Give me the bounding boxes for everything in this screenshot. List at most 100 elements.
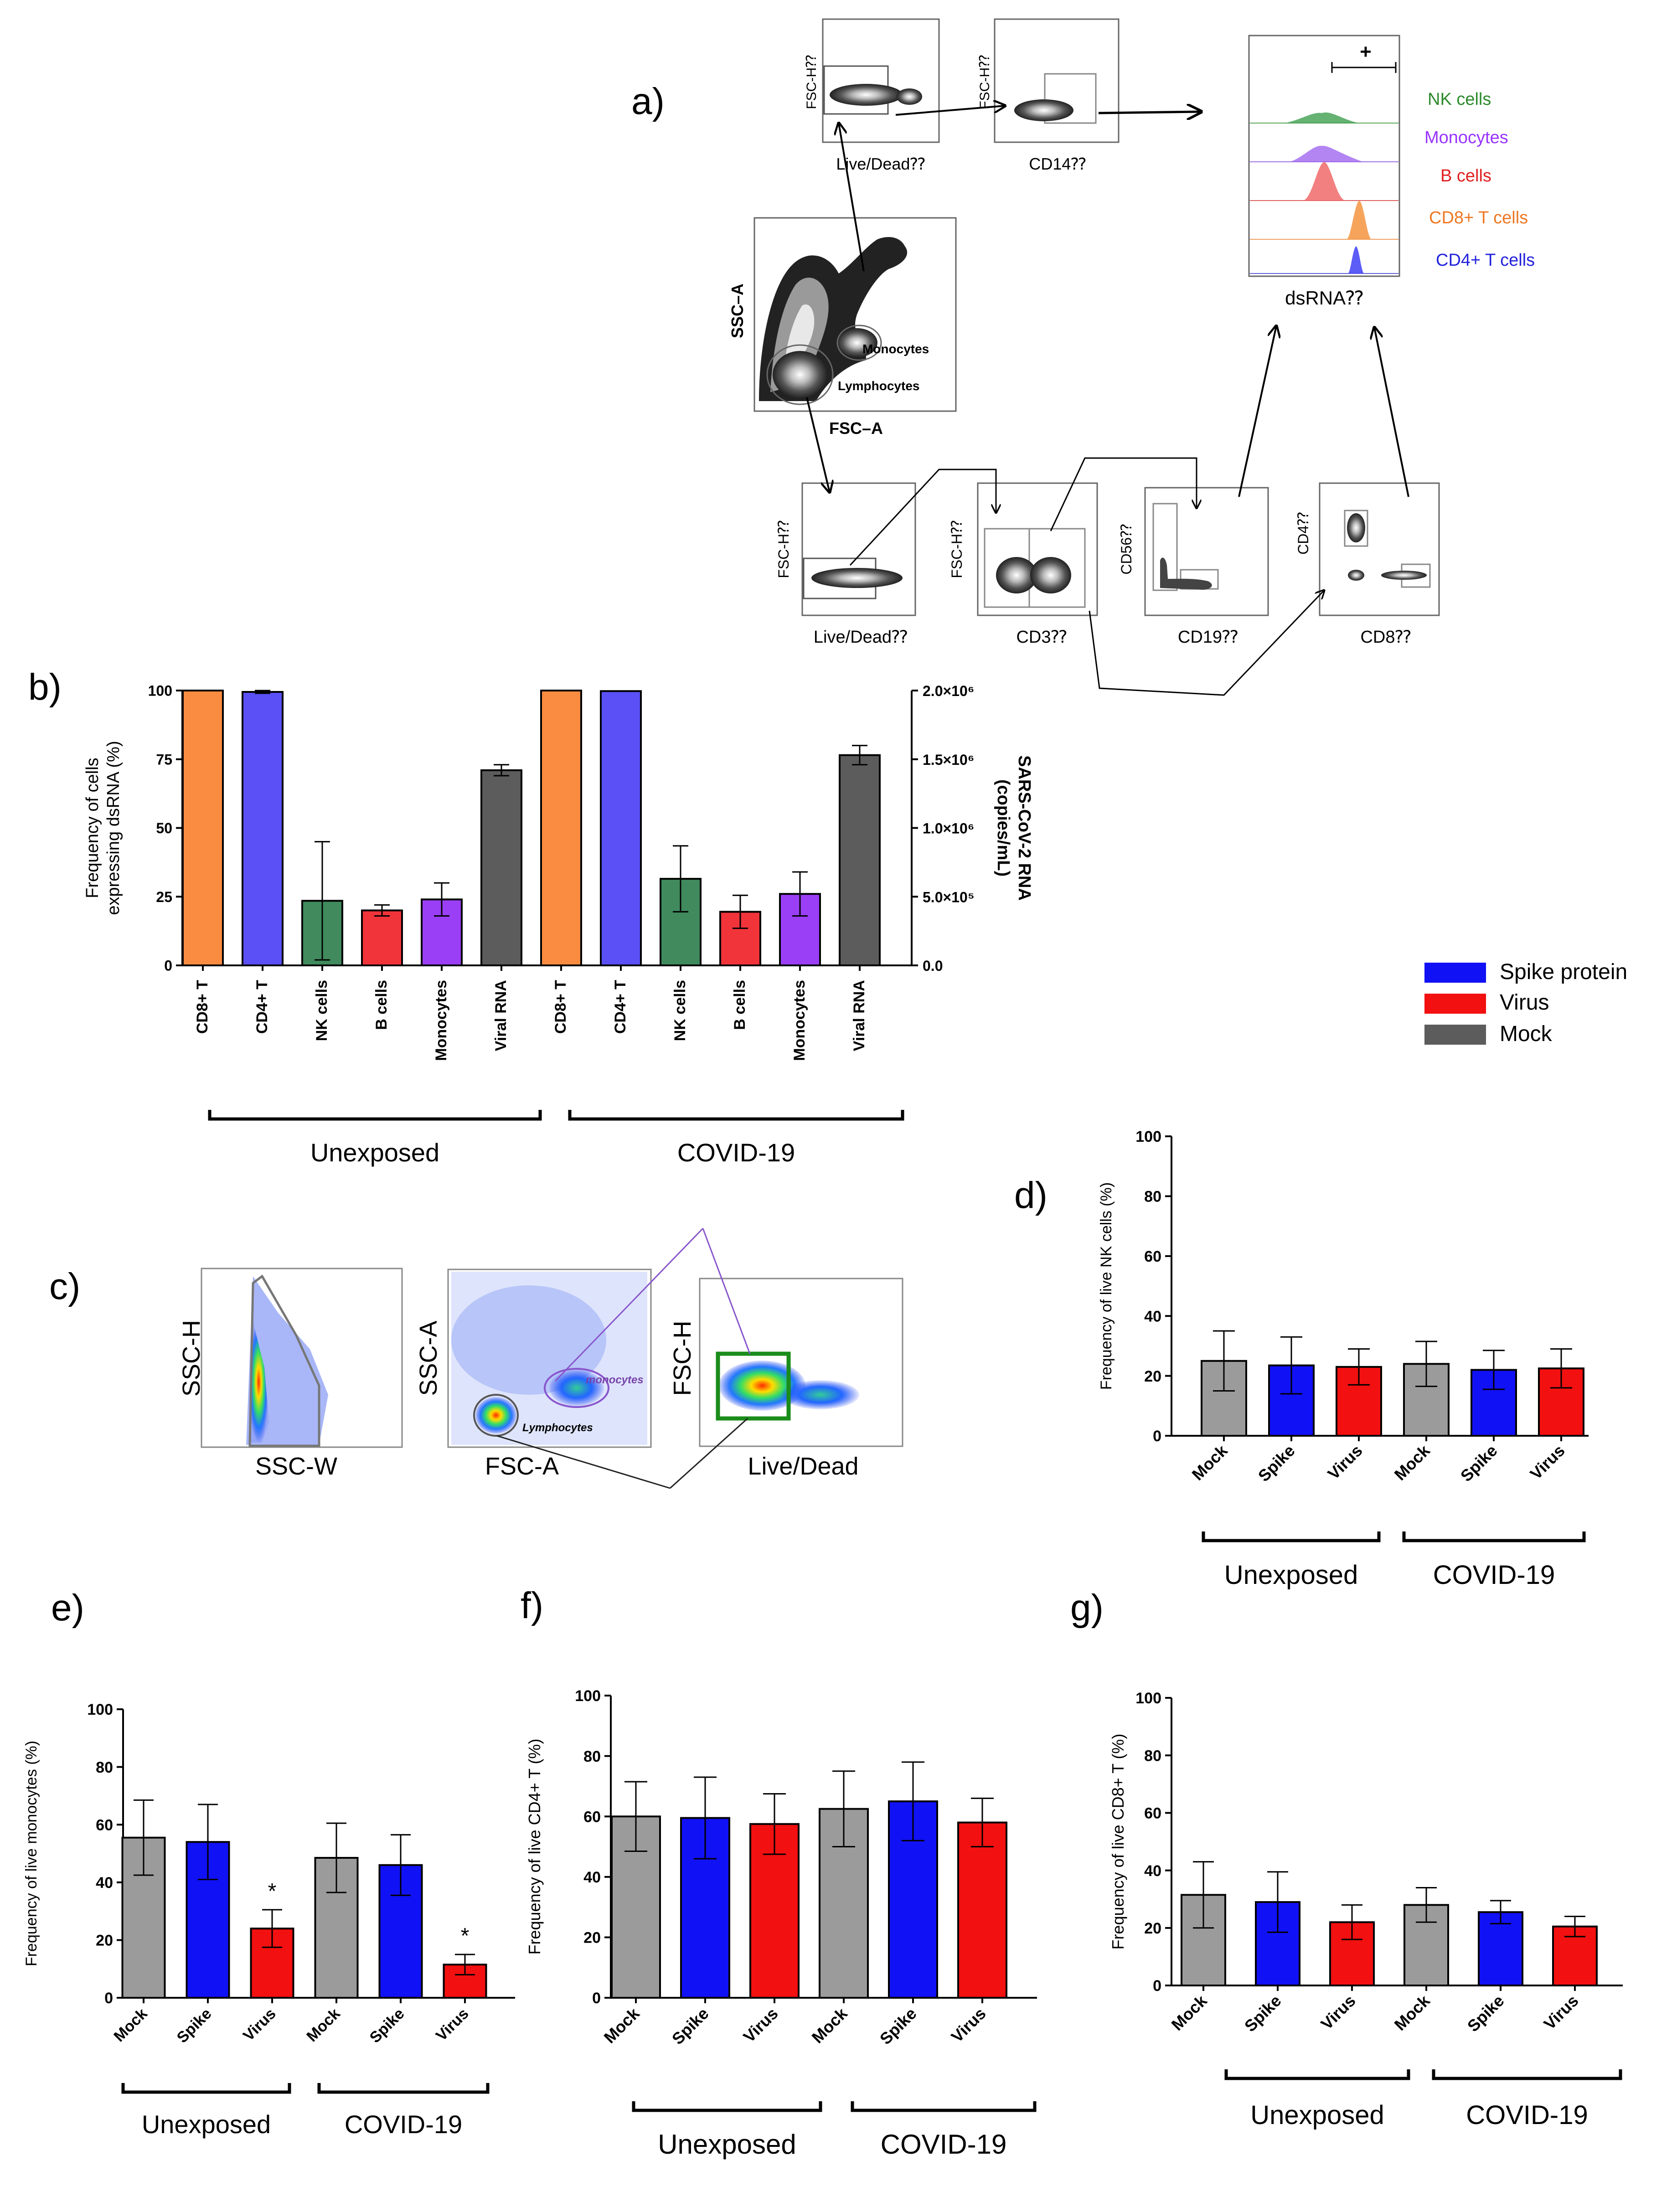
- plot-xlabel: FSC-A: [485, 1453, 559, 1480]
- legend-swatch-mock: [1424, 1025, 1486, 1045]
- lane-nk-peak: [1285, 112, 1358, 123]
- gate-lymphocytes: [473, 1394, 519, 1437]
- plot-ylabel: FSC-H⁇: [804, 55, 819, 109]
- x-tick-label: Spike: [668, 2004, 712, 2048]
- x-tick-label: NK cells: [671, 980, 689, 1041]
- y-tick-label: 80: [96, 1759, 113, 1776]
- histogram-frame: [1248, 35, 1400, 277]
- x-tick-label: Spike: [1457, 1441, 1501, 1485]
- group-bracket: [1224, 2069, 1410, 2080]
- plot-top-livedead: FSC-H⁇ Live/Dead⁇: [804, 18, 940, 173]
- arrow-to-top-mid: [895, 106, 1005, 116]
- plot-frame: [1144, 487, 1269, 616]
- x-tick-label: Spike: [1241, 1991, 1285, 2036]
- x-tick-label: B cells: [373, 980, 390, 1030]
- y-tick-label: 75: [156, 751, 172, 768]
- plot-ylabel: SSC-H: [178, 1320, 205, 1397]
- legend: Spike protein Virus Mock: [1424, 960, 1627, 1046]
- bar-b-cells: [361, 909, 403, 967]
- x-tick-label: Viral RNA: [492, 980, 510, 1051]
- group-bracket: [1202, 1531, 1381, 1542]
- legend-cd8: CD8+ T cells: [1429, 208, 1528, 227]
- lane-b-peak: [1304, 162, 1345, 201]
- legend-cd4: CD4+ T cells: [1436, 251, 1535, 270]
- arrow-to-bottom4: [1089, 590, 1324, 696]
- bar-cd8-t: [540, 690, 582, 966]
- positive-gate-label: +: [1360, 41, 1372, 63]
- legend-b: B cells: [1440, 166, 1491, 186]
- panel-letter: d): [1014, 1175, 1047, 1216]
- group-bracket: [121, 2083, 291, 2094]
- bar-cd4-t: [242, 691, 284, 966]
- group-label: COVID-19: [1466, 2100, 1588, 2130]
- plot-bottom-cd8: CD4⁇ CD8⁇: [1295, 482, 1440, 647]
- y-tick-label: 0: [104, 1990, 113, 2007]
- y-tick-label: 0: [592, 1990, 601, 2007]
- x-tick-label: Mock: [1391, 1991, 1434, 2034]
- scatter-fsc-ssc: Monocytes Lymphocytes SSC–A FSC–A: [728, 217, 957, 438]
- y-tick-label: 0: [1153, 1428, 1161, 1445]
- x-tick-label: CD4+ T: [253, 980, 271, 1034]
- y2-axis-label: SARS-CoV-2 RNA(copies/mL): [994, 755, 1034, 901]
- panel-c: c) SSC-H SSC-W monocytes Lymphocytes SSC…: [49, 1227, 903, 1489]
- chart-b: b) 0 25 50 75 100 Frequency of cells expressing…: [28, 666, 1034, 1167]
- y2-tick-label: 5.0×10⁵: [923, 889, 975, 905]
- y-tick-label: 100: [87, 1701, 113, 1718]
- bar-viral-rna: [480, 769, 522, 966]
- y-tick-label: 20: [583, 1929, 601, 1947]
- y-tick-label: 50: [156, 820, 172, 836]
- gate-monocytes-label: monocytes: [586, 1374, 644, 1386]
- group-label: Unexposed: [1250, 2100, 1384, 2130]
- density-blob: [996, 557, 1037, 593]
- group-label: Unexposed: [658, 2129, 796, 2160]
- group-bracket: [317, 2083, 490, 2094]
- panel-c-letter: c): [49, 1266, 80, 1307]
- x-tick-label: Virus: [1324, 1441, 1366, 1483]
- panel-letter: b): [28, 666, 62, 708]
- plot-livedead: FSC-H Live/Dead: [669, 1278, 903, 1480]
- gate-cd56: [1152, 503, 1178, 591]
- plot-frame: [801, 482, 916, 616]
- gate-cd4: [1344, 510, 1368, 547]
- x-tick-label: Mock: [808, 2004, 851, 2047]
- arrow-to-bottom1: [806, 397, 830, 492]
- gate-lymphocytes-label: Lymphocytes: [838, 379, 919, 393]
- x-tick-label: Spike: [174, 2005, 215, 2047]
- gate-cd14: [1044, 73, 1097, 124]
- y-tick-label: 20: [1144, 1920, 1161, 1937]
- y-tick-label: 20: [1144, 1368, 1161, 1385]
- x-tick-label: Virus: [739, 2004, 781, 2046]
- gate-monocytes: [836, 325, 882, 361]
- group-label: COVID-19: [677, 1138, 795, 1167]
- y-tick-label: 80: [1144, 1747, 1161, 1764]
- lymphocyte-cloud: [475, 1397, 516, 1433]
- y-tick-label: 60: [1144, 1248, 1161, 1265]
- x-tick-label: Mock: [1391, 1441, 1434, 1484]
- y-tick-label: 80: [1144, 1188, 1161, 1206]
- plot-ylabel: CD56⁇: [1118, 524, 1135, 574]
- plot-ylabel: FSC-H⁇: [949, 520, 965, 578]
- plot-frame: [699, 1278, 903, 1447]
- x-tick-label: Spike: [1254, 1441, 1299, 1485]
- x-tick-label: Virus: [240, 2005, 279, 2045]
- legend-nk: NK cells: [1428, 90, 1491, 109]
- group-bracket: [851, 2101, 1037, 2112]
- gate-lymphocytes: [766, 344, 834, 405]
- chart-f: f) 0 20 40 60 80 100 Frequency of live CD4+ T (…: [521, 1585, 1037, 2160]
- y-tick-label: 80: [583, 1748, 601, 1765]
- connector-black: [496, 1435, 671, 1489]
- x-tick-label: Monocytes: [791, 980, 808, 1061]
- y-tick-label: 25: [156, 889, 172, 905]
- x-tick-label: Virus: [1526, 1441, 1568, 1483]
- y-tick-label: 0: [1153, 1977, 1161, 1995]
- dsrna-histogram: + dsRNA⁇ NK cells Monocytes B cells CD8+…: [1248, 35, 1535, 309]
- y2-tick-label: 1.0×10⁶: [923, 820, 975, 837]
- group-bracket: [1432, 2069, 1622, 2080]
- significance-marker: *: [268, 1879, 277, 1903]
- legend-mono: Monocytes: [1424, 128, 1508, 147]
- x-tick-label: Viral RNA: [851, 980, 868, 1051]
- x-tick-label: Monocytes: [433, 980, 450, 1061]
- plot-xlabel: CD19⁇: [1178, 628, 1238, 647]
- plot-fsc: monocytes Lymphocytes SSC-A FSC-A: [415, 1268, 652, 1480]
